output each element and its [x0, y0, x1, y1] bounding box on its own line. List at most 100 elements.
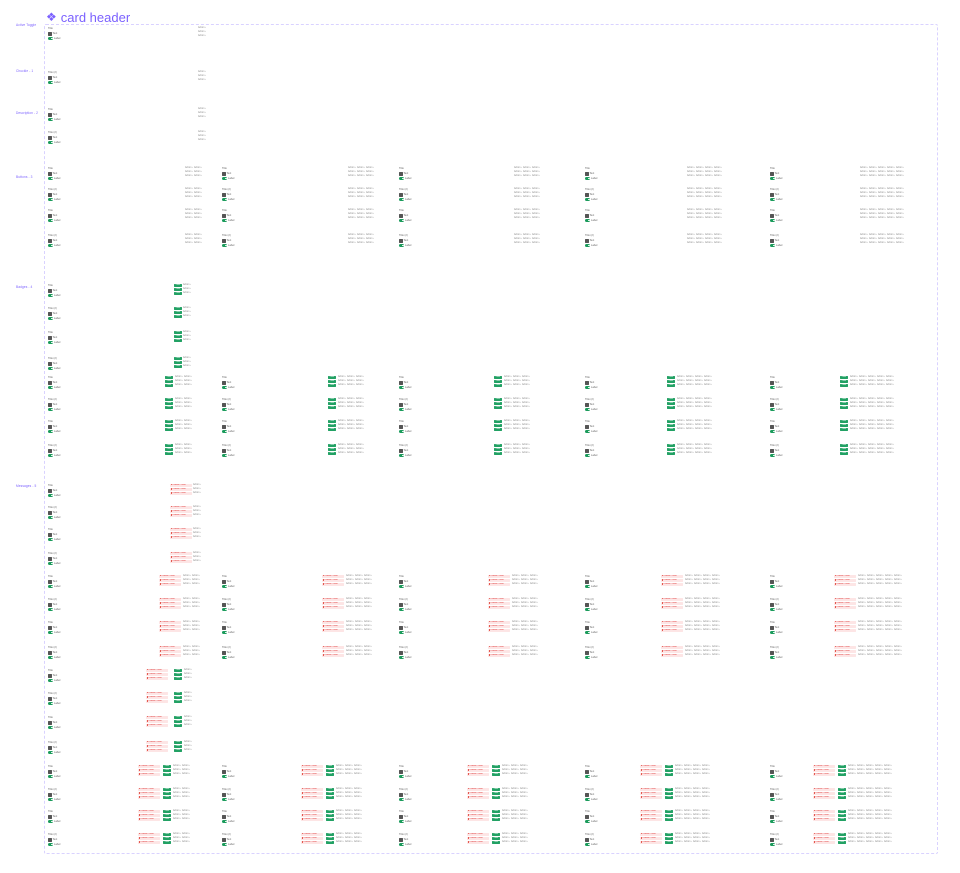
card-action[interactable]: Action ›: [173, 841, 181, 844]
card-action[interactable]: Action ›: [173, 769, 181, 772]
card-action[interactable]: Action ›: [366, 209, 374, 211]
card-toggle[interactable]: [585, 608, 590, 611]
card-badge-button[interactable]: Label: [492, 837, 500, 841]
card-badge-button[interactable]: Label: [838, 773, 846, 777]
card-toggle[interactable]: [48, 294, 53, 297]
card-badge-button[interactable]: Label: [667, 406, 675, 410]
card-action[interactable]: Action ›: [354, 833, 362, 835]
card-action[interactable]: Action ›: [686, 452, 694, 455]
card-action[interactable]: Action ›: [184, 406, 192, 409]
card-badge-button[interactable]: Label: [665, 773, 673, 777]
card-action[interactable]: Action ›: [848, 788, 856, 790]
card-badge-button[interactable]: Label: [163, 769, 171, 773]
card-action[interactable]: Action ›: [677, 452, 685, 455]
card-badge-button[interactable]: Label: [326, 818, 334, 822]
card-badge-button[interactable]: Label: [665, 769, 673, 773]
card-action[interactable]: Action ›: [868, 420, 876, 422]
card-toggle[interactable]: [770, 177, 775, 180]
card-action[interactable]: Action ›: [182, 792, 190, 795]
card-toggle[interactable]: [48, 538, 53, 541]
card-action[interactable]: Action ›: [894, 654, 902, 657]
card-badge-button[interactable]: Label: [667, 402, 675, 406]
card-action[interactable]: Action ›: [504, 428, 512, 431]
card-action[interactable]: Action ›: [677, 448, 685, 451]
card-action[interactable]: Action ›: [184, 398, 192, 400]
card-action[interactable]: Action ›: [357, 209, 365, 211]
card-toggle[interactable]: [770, 244, 775, 247]
card-action[interactable]: Action ›: [693, 765, 701, 767]
card-action[interactable]: Action ›: [886, 398, 894, 400]
card-action[interactable]: Action ›: [702, 788, 710, 790]
card-action[interactable]: Action ›: [887, 188, 895, 190]
card-action[interactable]: Action ›: [523, 213, 531, 216]
card-action[interactable]: Action ›: [336, 788, 344, 790]
card-action[interactable]: Action ›: [184, 669, 192, 671]
card-action[interactable]: Action ›: [183, 311, 191, 314]
card-toggle[interactable]: [770, 608, 775, 611]
card-action[interactable]: Action ›: [193, 556, 201, 559]
card-action[interactable]: Action ›: [684, 814, 692, 817]
card-action[interactable]: Action ›: [714, 171, 722, 174]
card-toggle[interactable]: [585, 843, 590, 846]
card-action[interactable]: Action ›: [511, 814, 519, 817]
card-toggle[interactable]: [48, 631, 53, 634]
card-action[interactable]: Action ›: [850, 444, 858, 446]
card-toggle[interactable]: [48, 494, 53, 497]
card-action[interactable]: Action ›: [184, 692, 192, 694]
card-action[interactable]: Action ›: [866, 833, 874, 835]
card-action[interactable]: Action ›: [687, 196, 695, 199]
card-action[interactable]: Action ›: [875, 796, 883, 799]
card-badge-button[interactable]: Label: [165, 402, 173, 406]
card-action[interactable]: Action ›: [513, 420, 521, 422]
card-action[interactable]: Action ›: [175, 380, 183, 383]
card-action[interactable]: Action ›: [194, 196, 202, 199]
card-badge-button[interactable]: Label: [840, 402, 848, 406]
card-toggle[interactable]: [48, 177, 53, 180]
card-action[interactable]: Action ›: [894, 602, 902, 605]
card-action[interactable]: Action ›: [366, 167, 374, 169]
card-action[interactable]: Action ›: [193, 560, 201, 563]
card-action[interactable]: Action ›: [185, 192, 193, 195]
card-action[interactable]: Action ›: [693, 788, 701, 790]
card-toggle[interactable]: [48, 37, 53, 40]
card-action[interactable]: Action ›: [684, 796, 692, 799]
card-action[interactable]: Action ›: [336, 769, 344, 772]
card-action[interactable]: Action ›: [514, 217, 522, 220]
card-action[interactable]: Action ›: [356, 398, 364, 400]
card-toggle[interactable]: [222, 798, 227, 801]
card-action[interactable]: Action ›: [887, 213, 895, 216]
card-action[interactable]: Action ›: [198, 135, 206, 138]
card-action[interactable]: Action ›: [885, 579, 893, 582]
card-action[interactable]: Action ›: [884, 837, 892, 840]
card-action[interactable]: Action ›: [684, 769, 692, 772]
card-action[interactable]: Action ›: [857, 837, 865, 840]
card-badge-button[interactable]: Label: [174, 720, 182, 724]
card-action[interactable]: Action ›: [192, 602, 200, 605]
card-action[interactable]: Action ›: [336, 796, 344, 799]
card-action[interactable]: Action ›: [523, 234, 531, 236]
card-action[interactable]: Action ›: [520, 769, 528, 772]
card-action[interactable]: Action ›: [857, 818, 865, 821]
card-badge-button[interactable]: Label: [494, 376, 502, 379]
card-badge-button[interactable]: Label: [840, 380, 848, 384]
card-action[interactable]: Action ›: [356, 448, 364, 451]
card-badge-button[interactable]: Label: [667, 380, 675, 384]
card-action[interactable]: Action ›: [514, 167, 522, 169]
card-action[interactable]: Action ›: [693, 769, 701, 772]
card-action[interactable]: Action ›: [886, 380, 894, 383]
card-action[interactable]: Action ›: [347, 384, 355, 387]
card-badge-button[interactable]: Label: [326, 833, 334, 836]
card-action[interactable]: Action ›: [887, 171, 895, 174]
card-toggle[interactable]: [222, 843, 227, 846]
card-action[interactable]: Action ›: [184, 673, 192, 676]
card-action[interactable]: Action ›: [687, 188, 695, 190]
card-action[interactable]: Action ›: [183, 331, 191, 333]
card-action[interactable]: Action ›: [875, 773, 883, 776]
card-action[interactable]: Action ›: [182, 810, 190, 812]
card-action[interactable]: Action ›: [364, 602, 372, 605]
card-badge-button[interactable]: Label: [328, 384, 336, 388]
card-action[interactable]: Action ›: [336, 841, 344, 844]
card-action[interactable]: Action ›: [193, 488, 201, 491]
card-action[interactable]: Action ›: [502, 818, 510, 821]
card-action[interactable]: Action ›: [868, 452, 876, 455]
